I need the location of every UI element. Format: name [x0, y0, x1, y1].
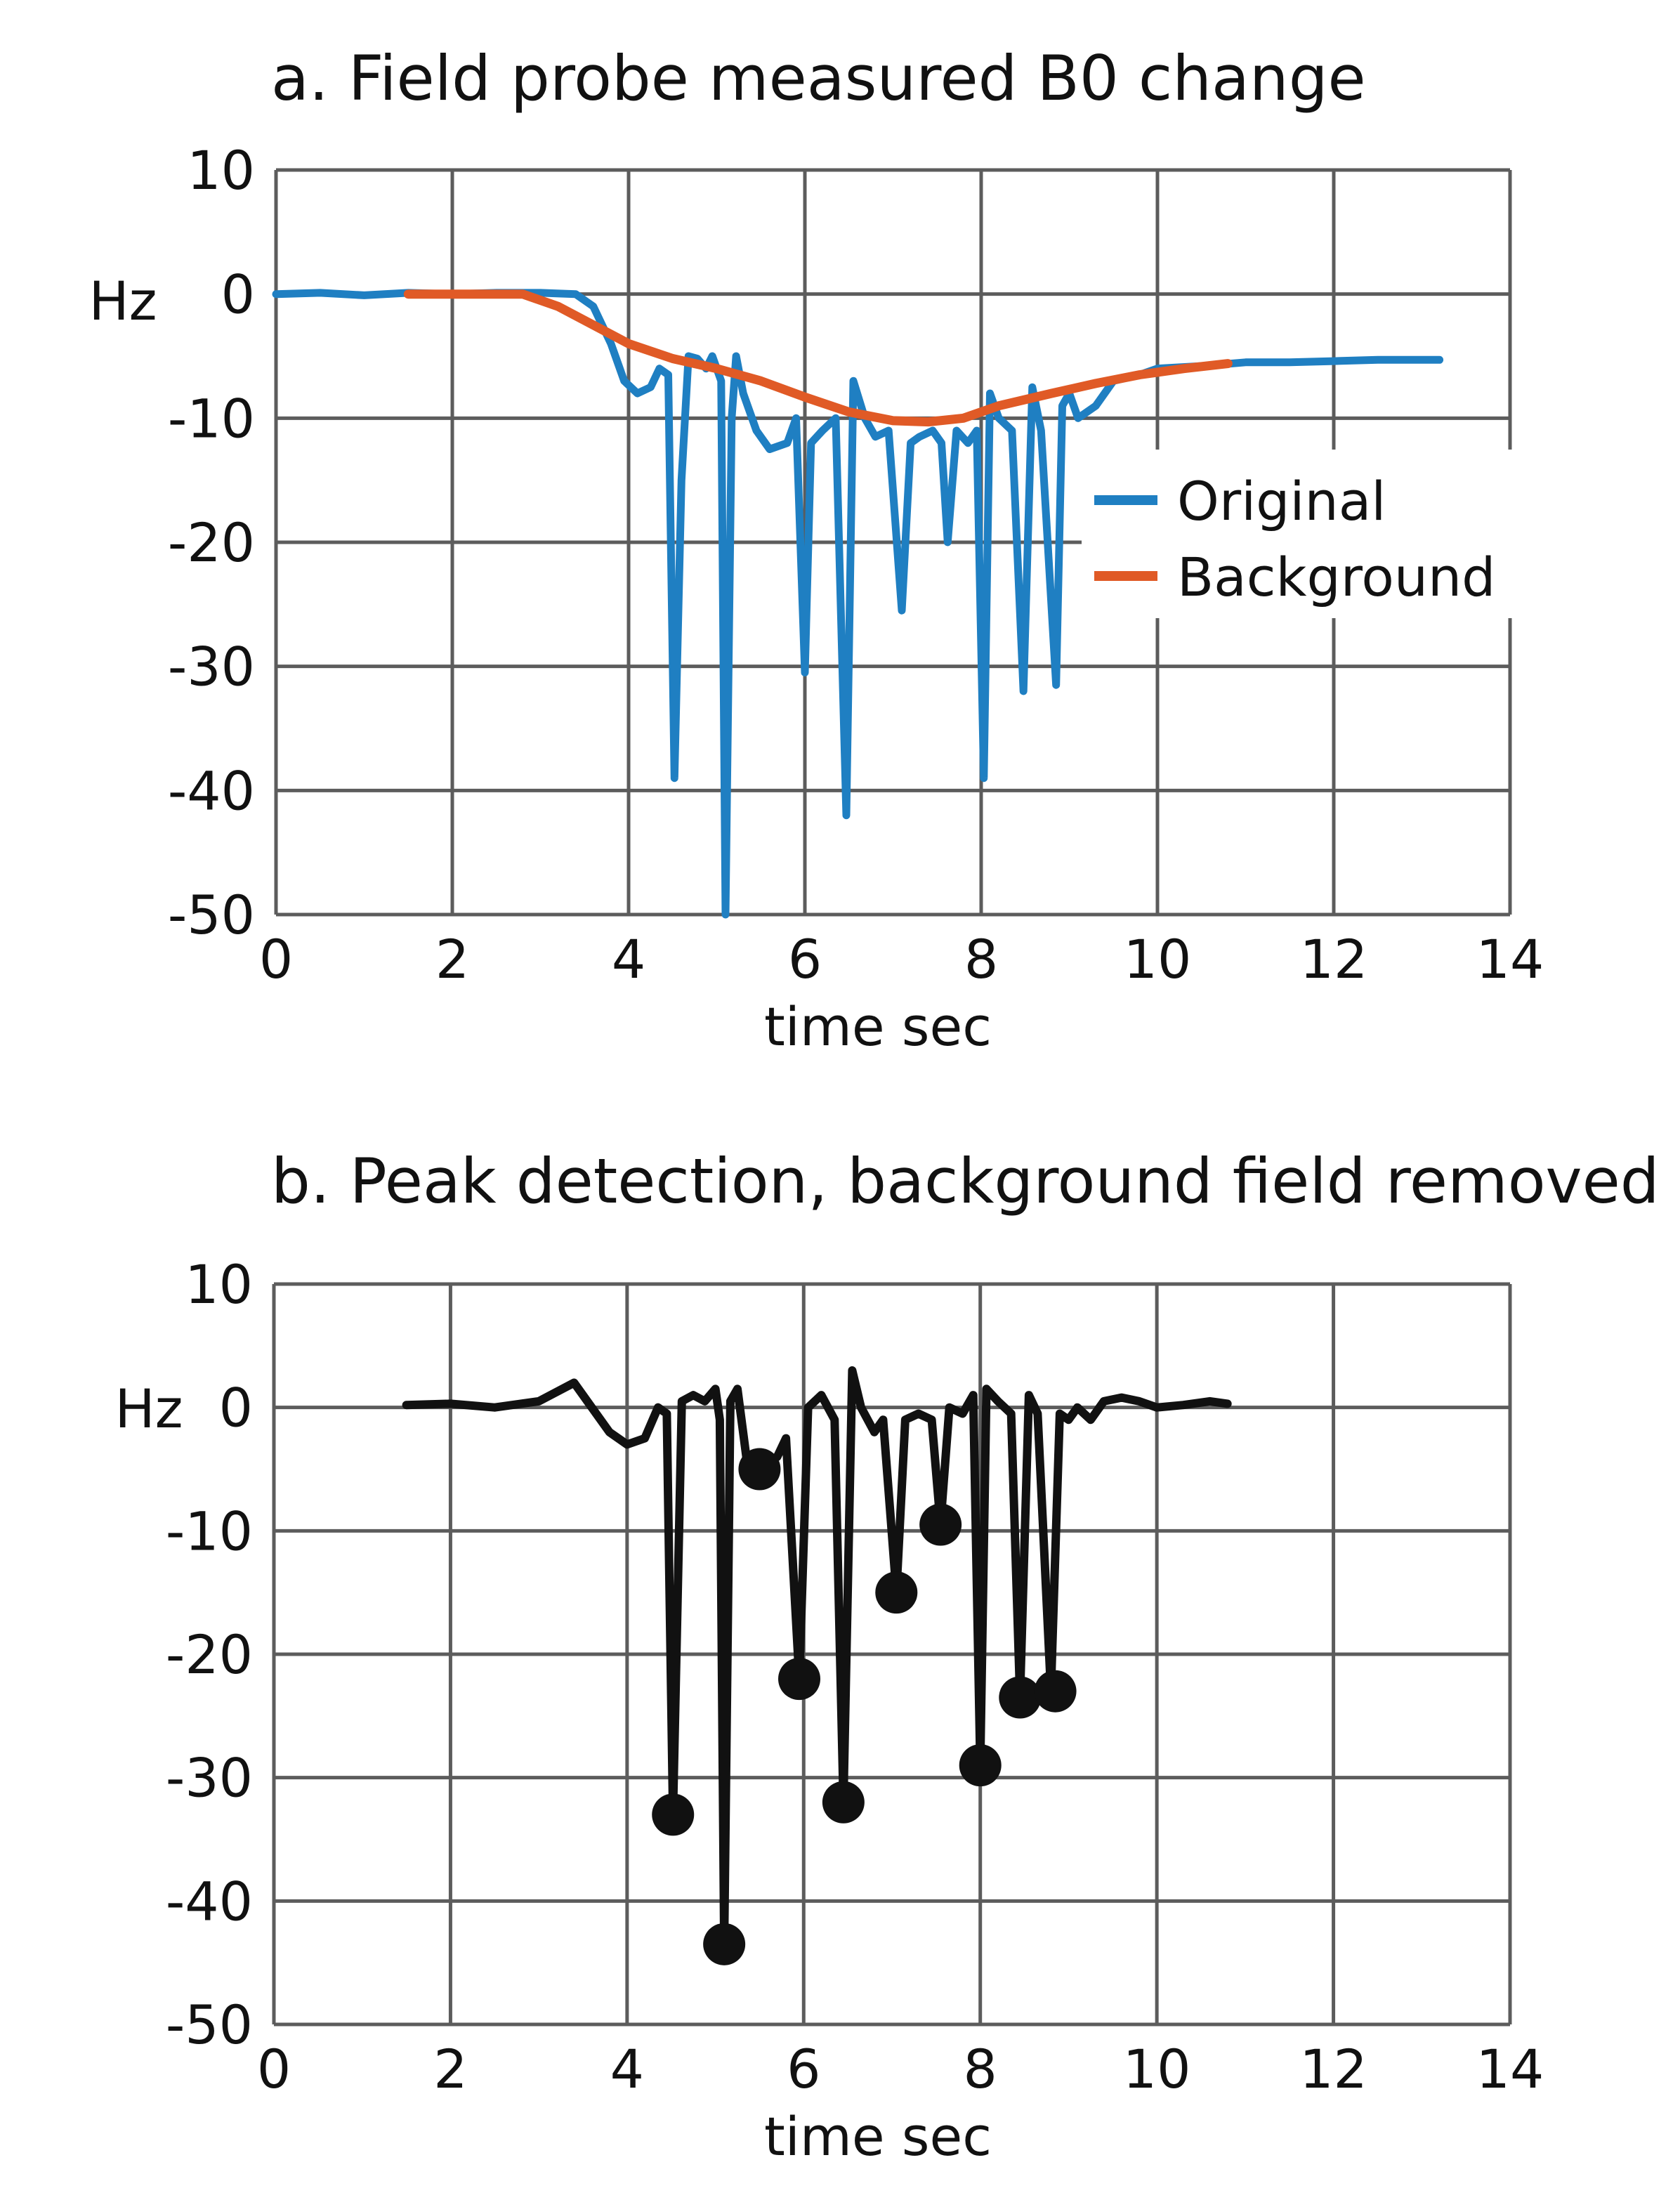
peak-marker: [778, 1658, 820, 1701]
peak-marker: [1034, 1670, 1077, 1713]
y-tick-label: -40: [166, 1870, 253, 1932]
chart-panel-b: b. Peak detection, background field remo…: [0, 1110, 1680, 2193]
y-tick-label: 10: [185, 1253, 253, 1316]
x-tick-label: 2: [433, 2038, 467, 2100]
series-line-residual: [402, 1366, 1232, 1949]
chart-b-y-ticks: 10 0 -10 -20 -30 -40 -50: [166, 1253, 253, 2056]
x-tick-label: 0: [259, 928, 293, 990]
y-tick-label: -50: [166, 1994, 253, 2056]
chart-a-y-ticks: 10 0 -10 -20 -30 -40 -50: [168, 139, 255, 946]
chart-b-svg: b. Peak detection, background field remo…: [114, 1145, 1660, 2168]
x-tick-label: 12: [1300, 928, 1368, 990]
chart-b-x-axis-label: time sec: [764, 2105, 992, 2168]
x-tick-label: 2: [435, 928, 469, 990]
chart-a-legend: Original Background: [1082, 450, 1517, 618]
chart-a-x-ticks: 0 2 4 6 8 10 12 14: [259, 928, 1544, 990]
x-tick-label: 6: [787, 2038, 820, 2100]
y-tick-label: -20: [166, 1623, 253, 1686]
chart-a-series: [272, 289, 1444, 919]
x-tick-label: 14: [1476, 928, 1544, 990]
peak-marker: [822, 1781, 865, 1824]
chart-a-title: a. Field probe measured B0 change: [271, 42, 1366, 114]
peak-marker: [703, 1923, 746, 1965]
y-tick-label: -30: [166, 1747, 253, 1809]
y-tick-label: -10: [168, 387, 255, 450]
legend-label-original: Original: [1177, 470, 1386, 532]
peak-marker: [652, 1793, 695, 1836]
chart-panel-a: a. Field probe measured B0 change 10 0 -10…: [0, 0, 1680, 1082]
legend-label-background: Background: [1177, 546, 1495, 608]
x-tick-label: 4: [612, 928, 645, 990]
peak-marker: [959, 1744, 1002, 1787]
peak-marker: [999, 1676, 1042, 1719]
x-tick-label: 6: [788, 928, 822, 990]
y-tick-label: -40: [168, 759, 255, 822]
chart-a-svg: a. Field probe measured B0 change 10 0 -10…: [88, 42, 1544, 1058]
x-tick-label: 4: [610, 2038, 644, 2100]
y-tick-label: -10: [166, 1500, 253, 1562]
chart-b-grid: [272, 1282, 1512, 2027]
y-tick-label: 0: [221, 263, 255, 326]
chart-b-title: b. Peak detection, background field remo…: [271, 1145, 1660, 1217]
x-tick-label: 10: [1124, 928, 1192, 990]
series-line-original: [272, 289, 1444, 919]
chart-a-y-axis-label: Hz: [88, 270, 157, 332]
y-tick-label: 10: [187, 139, 255, 202]
peak-marker: [875, 1571, 918, 1614]
x-tick-label: 10: [1123, 2038, 1191, 2100]
y-tick-label: -20: [168, 511, 255, 574]
chart-b-series: [402, 1366, 1232, 1949]
chart-a-x-axis-label: time sec: [764, 995, 992, 1058]
series-line-background: [403, 289, 1233, 427]
y-tick-label: -50: [168, 884, 255, 946]
legend-background: [1082, 450, 1517, 618]
x-tick-label: 8: [964, 928, 998, 990]
x-tick-label: 8: [964, 2038, 997, 2100]
peak-marker: [738, 1448, 781, 1491]
x-tick-label: 12: [1299, 2038, 1367, 2100]
y-tick-label: -30: [168, 636, 255, 698]
y-tick-label: 0: [219, 1377, 253, 1439]
x-tick-label: 14: [1476, 2038, 1544, 2100]
peak-marker: [919, 1503, 962, 1546]
x-tick-label: 0: [257, 2038, 291, 2100]
chart-b-peak-markers: [652, 1448, 1077, 1965]
chart-b-y-axis-label: Hz: [114, 1377, 183, 1440]
chart-b-x-ticks: 0 2 4 6 8 10 12 14: [257, 2038, 1544, 2100]
